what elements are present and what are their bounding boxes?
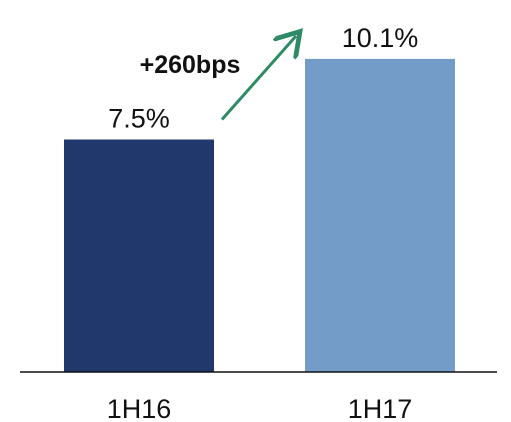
bar-1h17 [305,58,455,373]
x-tick-label-1h17: 1H17 [348,394,413,422]
change-annotation-label: +260bps [140,51,241,79]
data-label-1h16: 7.5% [108,104,170,134]
increase-arrow-icon [220,36,296,121]
x-tick-label-1h16: 1H16 [107,394,172,422]
data-label-1h17: 10.1% [342,23,419,53]
bar-1h16 [64,139,214,372]
